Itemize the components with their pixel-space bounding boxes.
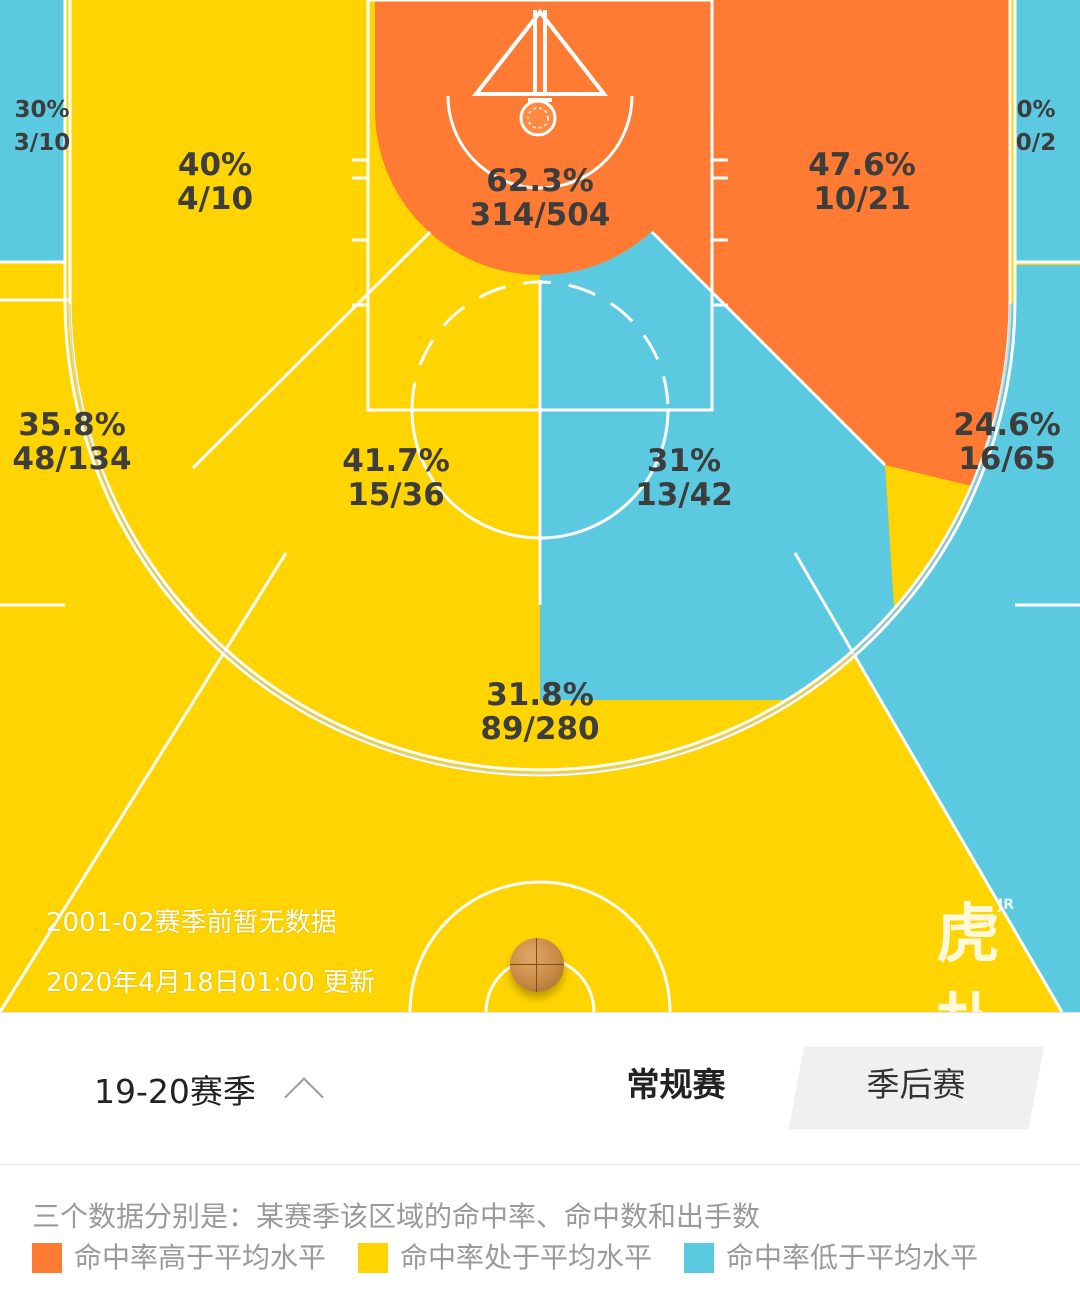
zone-label-right-mid: 31% 13/42 [635,444,733,512]
court-svg [0,0,1080,1012]
hupu-watermark-logo: 虎扑 JR [936,890,1046,1012]
pct: 31.8% [486,677,594,713]
pct: 24.6% [953,407,1061,443]
legend-swatch [684,1243,714,1273]
legend: 三个数据分别是：某赛季该区域的命中率、命中数和出手数 命中率高于平均水平 命中率… [0,1164,1080,1308]
zone-label-top-three: 31.8% 89/280 [480,678,599,746]
zone-label-right-wing-three: 24.6% 16/65 [953,408,1061,476]
frac: 314/504 [469,197,611,233]
shot-chart-court: 30% 3/10 40% 4/10 62.3% 314/504 47.6% 10… [0,0,1080,1012]
legend-swatch [358,1243,388,1273]
tab-regular-bg [548,1047,804,1129]
pct: 31% [646,443,722,479]
season-label: 19-20赛季 [94,1072,256,1111]
zone-right-wing-three [795,265,1080,1012]
zone-label-left-baseline-mid: 40% 4/10 [177,148,253,216]
no-data-note: 2001-02赛季前暂无数据 [46,908,337,938]
zone-label-restricted: 62.3% 314/504 [470,164,611,232]
tab-playoffs[interactable]: 季后赛 [866,1065,966,1104]
tab-regular-season[interactable]: 常规赛 [626,1065,726,1104]
frac: 15/36 [347,477,445,513]
frac: 3/10 [13,130,71,156]
season-selector[interactable]: 19-20赛季 [94,1065,324,1117]
frac: 0/2 [1015,130,1057,156]
tab-playoffs-bg [788,1047,1044,1129]
basketball-icon [510,938,564,992]
zone-label-left-wing-three: 35.8% 48/134 [12,408,131,476]
zone-right-mid [540,110,900,700]
zone-label-right-corner: 0% 0/2 [1016,94,1056,160]
frac: 4/10 [176,181,254,217]
frac: 48/134 [12,441,132,477]
pct: 40% [177,147,253,183]
legend-description: 三个数据分别是：某赛季该区域的命中率、命中数和出手数 [32,1200,761,1233]
zone-left-corner [0,0,65,262]
frac: 10/21 [813,181,911,217]
zone-right-corner [1015,0,1080,262]
pct: 35.8% [18,407,126,443]
frac: 89/280 [480,711,600,747]
pct: 30% [14,97,70,123]
zone-label-left-corner: 30% 3/10 [14,94,70,160]
pct: 62.3% [486,163,594,199]
legend-swatch [32,1243,62,1273]
hoop-icon [471,8,609,137]
watermark-text: 虎扑 [936,898,1000,1012]
pct: 41.7% [342,443,450,479]
filter-bar: 19-20赛季 常规赛 季后赛 [0,1012,1080,1165]
chevron-up-icon [284,1077,324,1117]
frac: 16/65 [958,441,1056,477]
zone-label-left-mid: 41.7% 15/36 [342,444,450,512]
season-type-tabs: 常规赛 季后赛 [548,1047,1044,1129]
zone-label-right-baseline-mid: 47.6% 10/21 [808,148,916,216]
update-time-note: 2020年4月18日01:00 更新 [46,968,375,998]
pct: 47.6% [808,147,916,183]
watermark-jr: JR [998,897,1014,913]
legend-label: 命中率处于平均水平 [400,1241,653,1274]
legend-label: 命中率高于平均水平 [74,1241,327,1274]
pct: 0% [1016,97,1056,123]
legend-label: 命中率低于平均水平 [726,1241,979,1274]
frac: 13/42 [635,477,733,513]
